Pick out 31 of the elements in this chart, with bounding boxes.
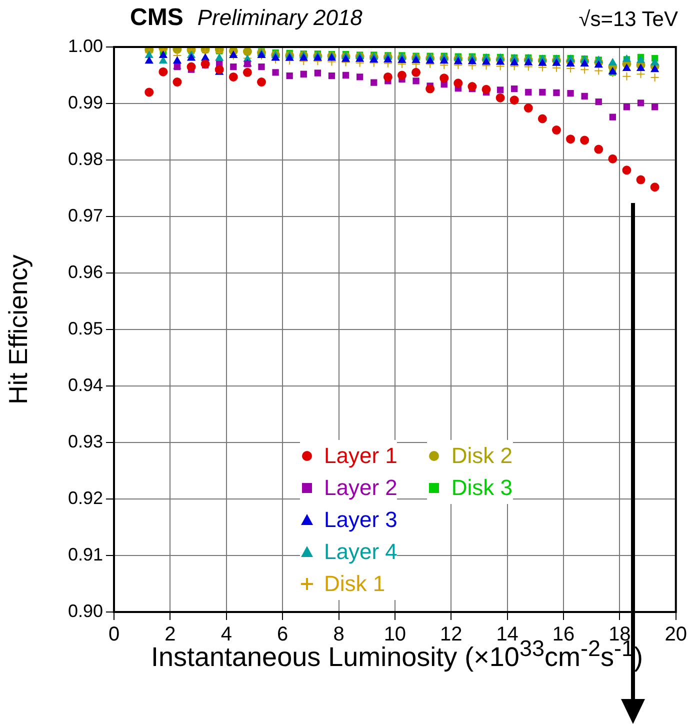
legend-label: Layer 2 [300,472,398,504]
text: √s=13 TeV [578,8,678,32]
x-tick-label: 14 [496,624,518,646]
y-tick-label: 0.91 [68,544,103,564]
legend-label: Layer 4 [300,536,398,568]
x-tick-label: 16 [552,624,575,646]
y-tick-label: 0.97 [68,205,103,226]
x-tick-label: 6 [277,624,288,646]
y-tick-label: 0.92 [68,488,103,508]
chart-subtitle: Preliminary 2018 [197,5,362,30]
legend-label: Layer 3 [300,504,398,536]
legend-label: Disk 1 [300,568,398,600]
x-tick-label: 10 [384,624,406,646]
y-tick-label: 0.90 [68,600,103,621]
legend-label: Disk 2 [427,440,513,472]
x-tick-label: 20 [664,624,687,646]
y-tick-label: 0.94 [68,374,103,395]
y-tick-label: 0.96 [68,262,103,282]
y-tick-label: 0.99 [68,92,103,112]
y-axis-title: Hit Efficiency [2,254,33,404]
x-tick-label: 12 [440,624,462,646]
y-tick-label: 0.93 [68,431,103,452]
legend-label: Layer 1 [300,440,398,472]
legend-label: Disk 3 [427,472,513,504]
x-tick-label: 8 [333,624,344,646]
y-tick-label: 1.00 [68,36,103,56]
chart-title: CMS [130,4,184,31]
y-tick-label: 0.95 [68,318,103,338]
y-tick-label: 0.98 [68,148,103,169]
x-tick-label: 4 [220,624,232,646]
x-tick-label: 0 [108,624,120,646]
